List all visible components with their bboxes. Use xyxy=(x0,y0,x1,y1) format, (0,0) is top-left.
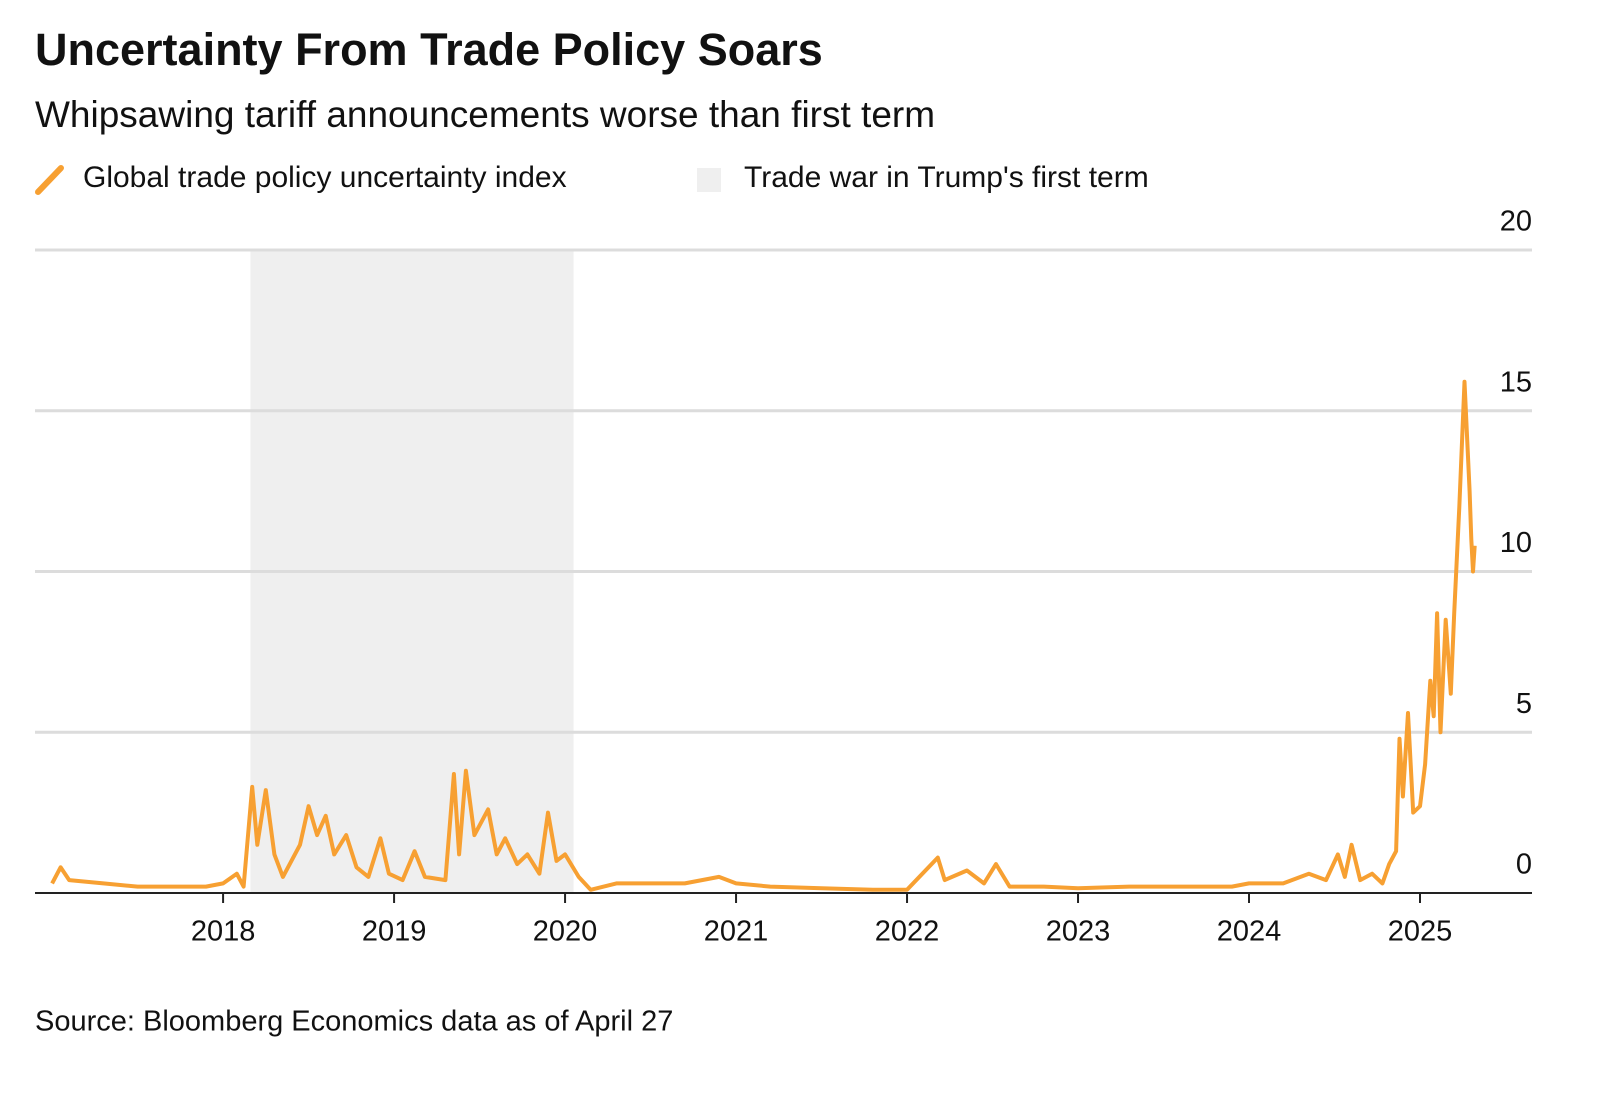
legend-label: Global trade policy uncertainty index xyxy=(83,161,567,194)
legend-line-icon xyxy=(35,165,64,195)
y-tick-label: 5 xyxy=(1516,688,1532,720)
x-tick-label: 2019 xyxy=(362,916,427,948)
chart-subtitle: Whipsawing tariff announcements worse th… xyxy=(35,94,935,135)
x-tick-label: 2022 xyxy=(875,916,940,948)
x-tick-label: 2024 xyxy=(1217,916,1282,948)
x-tick-label: 2020 xyxy=(533,916,598,948)
y-tick-label: 15 xyxy=(1500,366,1532,398)
y-tick-label: 20 xyxy=(1500,206,1532,238)
data-line xyxy=(50,379,1477,892)
x-tick-label: 2021 xyxy=(704,916,769,948)
x-tick-label: 2023 xyxy=(1046,916,1111,948)
legend-label: Trade war in Trump's first term xyxy=(744,161,1149,194)
chart-title: Uncertainty From Trade Policy Soars xyxy=(35,24,823,75)
x-tick-label: 2025 xyxy=(1388,916,1453,948)
y-tick-label: 10 xyxy=(1500,527,1532,559)
x-tick-label: 2018 xyxy=(191,916,256,948)
source-note: Source: Bloomberg Economics data as of A… xyxy=(35,1006,673,1038)
y-tick-label: 0 xyxy=(1516,849,1532,881)
legend-shade-icon xyxy=(697,168,721,192)
